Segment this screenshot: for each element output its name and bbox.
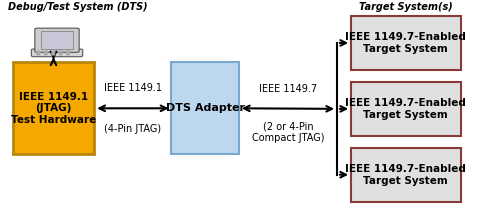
Circle shape — [67, 51, 70, 52]
Text: IEEE 1149.1: IEEE 1149.1 — [104, 83, 162, 93]
Text: (4-Pin JTAG): (4-Pin JTAG) — [104, 124, 161, 134]
FancyBboxPatch shape — [171, 62, 239, 154]
Circle shape — [60, 52, 62, 54]
FancyBboxPatch shape — [351, 16, 461, 70]
Circle shape — [44, 52, 47, 54]
Circle shape — [60, 51, 62, 52]
FancyBboxPatch shape — [35, 28, 79, 52]
Circle shape — [67, 52, 70, 54]
FancyBboxPatch shape — [351, 82, 461, 136]
FancyBboxPatch shape — [41, 31, 73, 50]
FancyBboxPatch shape — [351, 148, 461, 202]
Circle shape — [44, 54, 47, 55]
Circle shape — [52, 51, 55, 52]
Circle shape — [52, 54, 55, 55]
Text: IEEE 1149.7: IEEE 1149.7 — [259, 84, 317, 94]
Text: Debug/Test System (DTS): Debug/Test System (DTS) — [8, 2, 148, 12]
FancyBboxPatch shape — [12, 62, 95, 154]
Text: IEEE 1149.7-Enabled
Target System: IEEE 1149.7-Enabled Target System — [346, 164, 466, 186]
Circle shape — [60, 54, 62, 55]
Circle shape — [67, 54, 70, 55]
Text: IEEE 1149.7-Enabled
Target System: IEEE 1149.7-Enabled Target System — [346, 98, 466, 120]
FancyBboxPatch shape — [31, 49, 83, 57]
Text: Target System(s): Target System(s) — [359, 2, 453, 12]
Circle shape — [52, 52, 55, 54]
Text: (2 or 4-Pin
Compact JTAG): (2 or 4-Pin Compact JTAG) — [252, 122, 324, 143]
Circle shape — [44, 51, 47, 52]
Text: IEEE 1149.1
(JTAG)
Test Hardware: IEEE 1149.1 (JTAG) Test Hardware — [11, 92, 96, 125]
Text: IEEE 1149.7-Enabled
Target System: IEEE 1149.7-Enabled Target System — [346, 32, 466, 54]
Text: DTS Adapter: DTS Adapter — [166, 103, 245, 113]
Circle shape — [37, 54, 40, 55]
Circle shape — [37, 52, 40, 54]
Circle shape — [37, 51, 40, 52]
